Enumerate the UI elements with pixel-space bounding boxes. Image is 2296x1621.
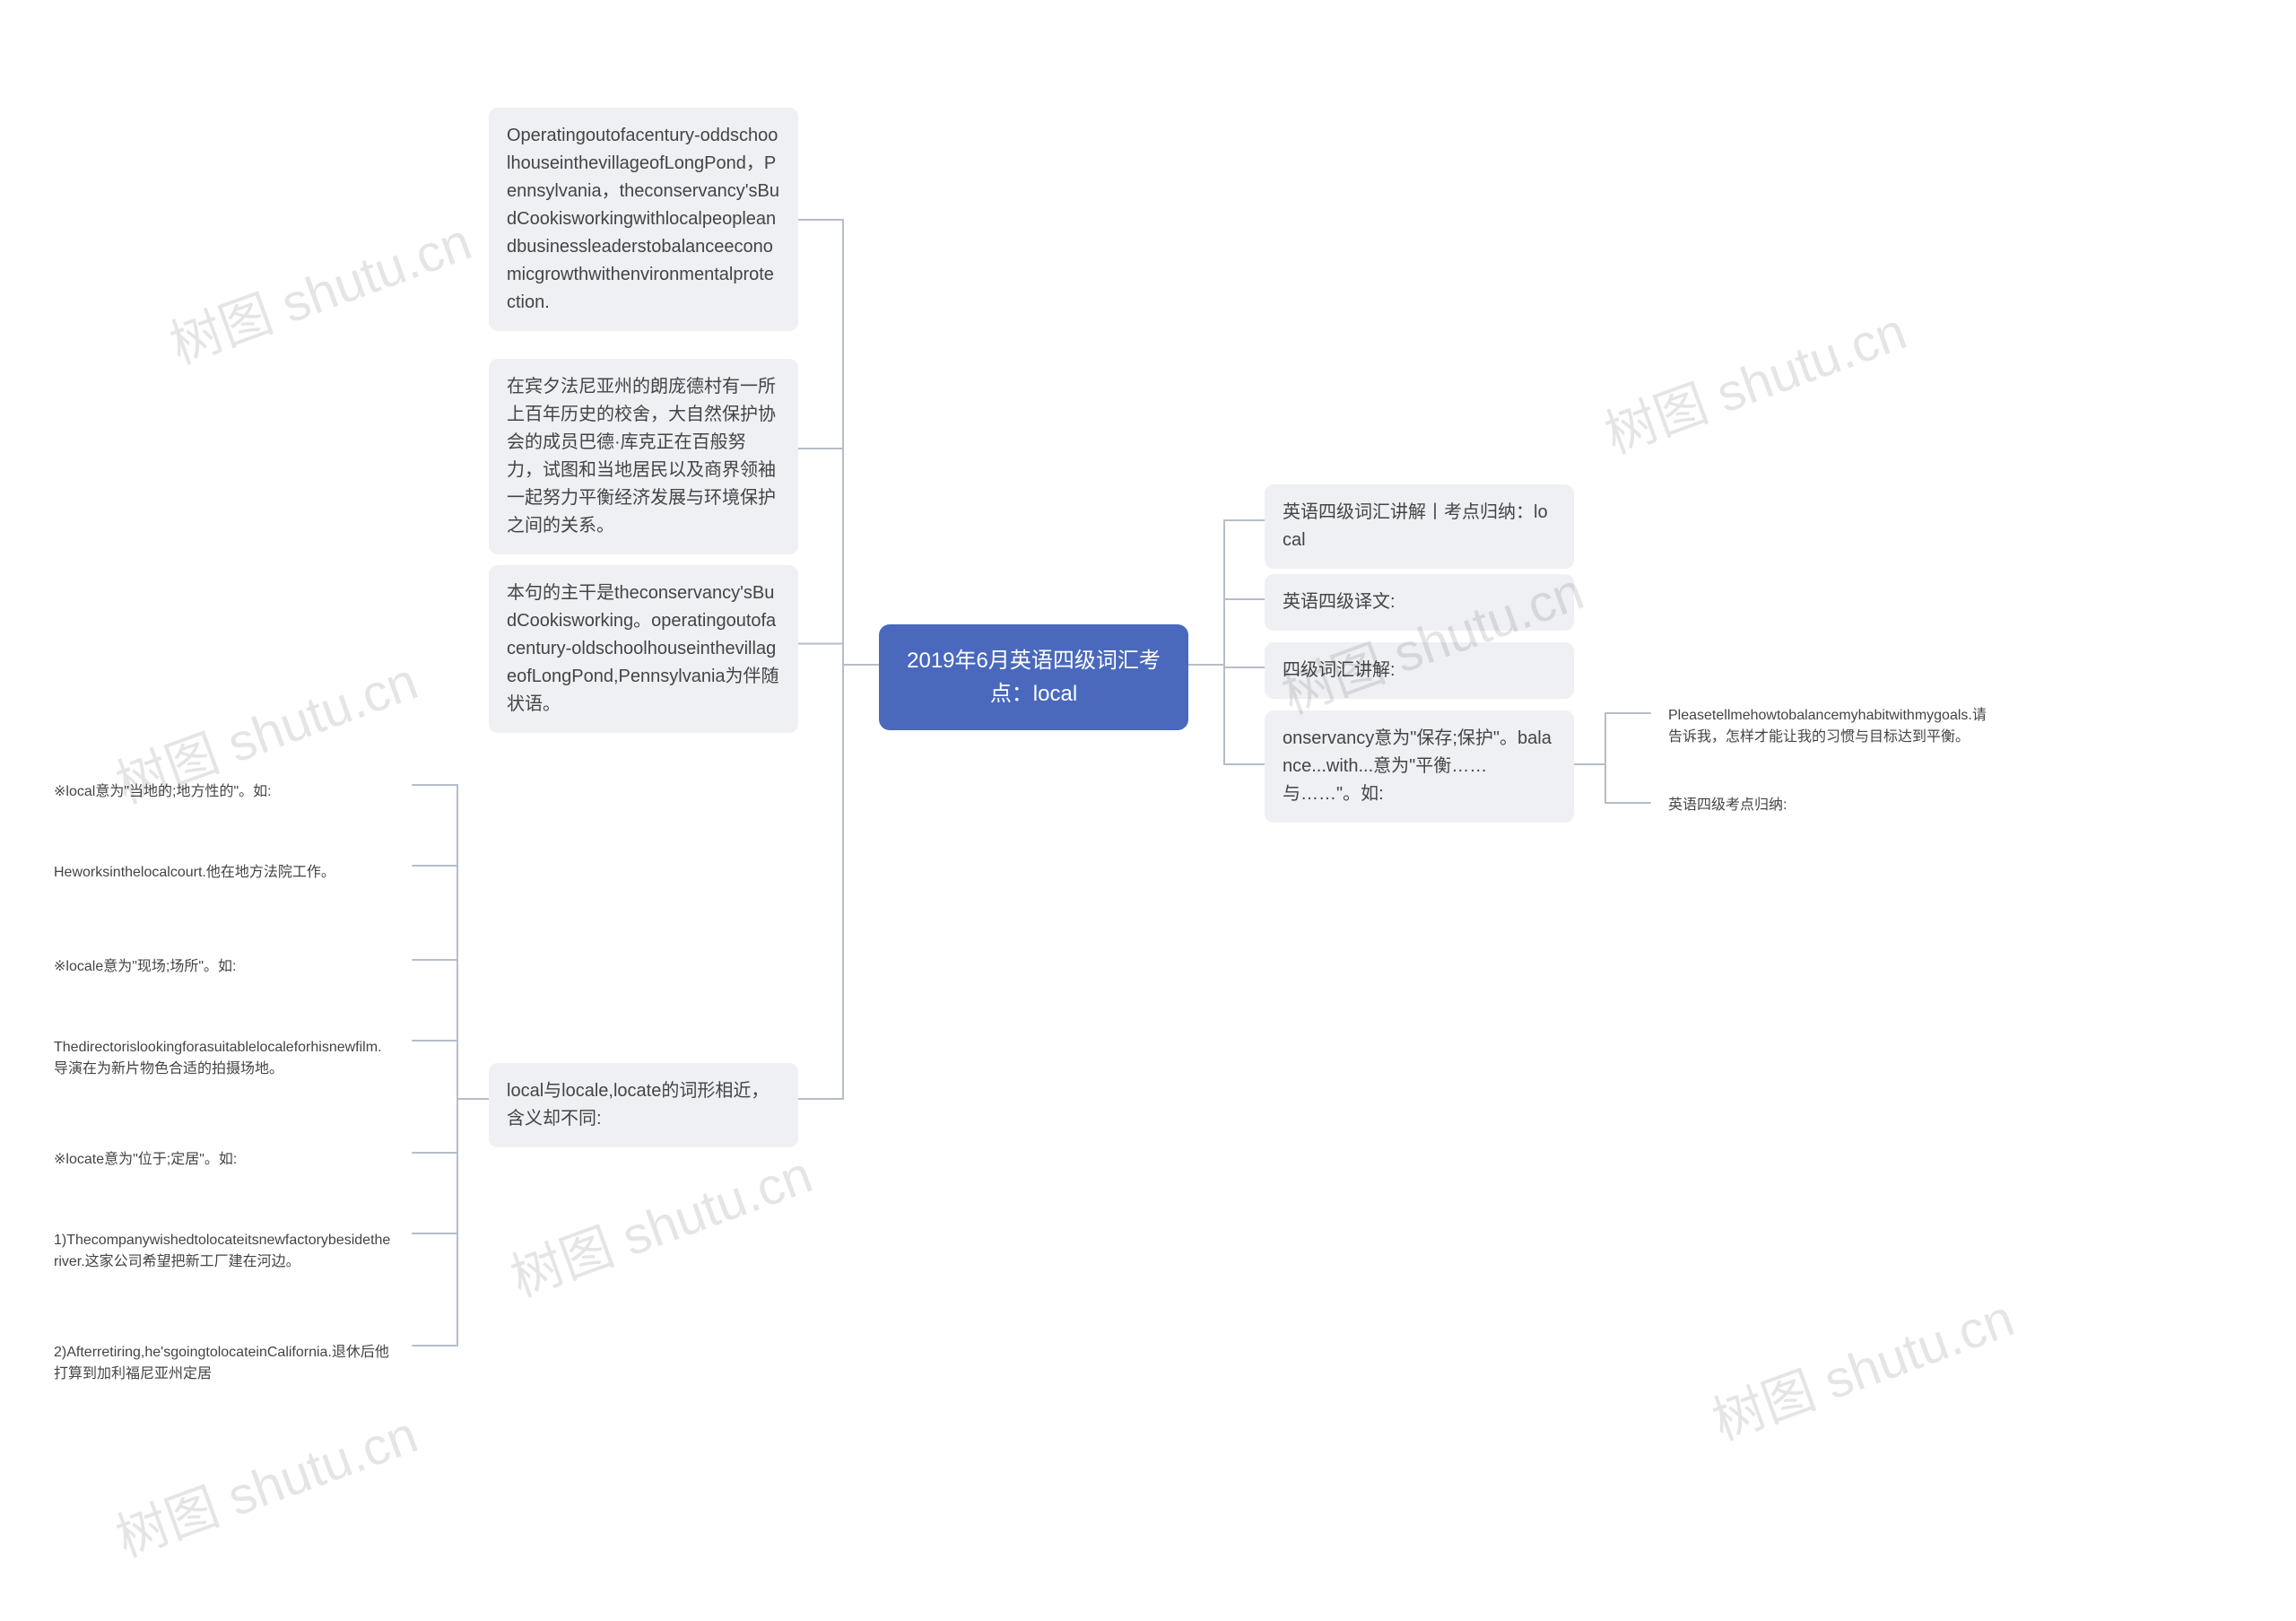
node-l4a: ※local意为"当地的;地方性的"。如: xyxy=(36,767,413,817)
node-r4b: 英语四级考点归纳: xyxy=(1650,780,2005,831)
node-l3: 本句的主干是theconservancy'sBudCookisworking。o… xyxy=(489,565,798,733)
node-l4c: ※locale意为"现场;场所"。如: xyxy=(36,942,413,992)
node-l4d: Thedirectorislookingforasuitablelocalefo… xyxy=(36,1023,413,1094)
node-l4: local与locale,locate的词形相近，含义却不同: xyxy=(489,1063,798,1147)
node-r3: 四级词汇讲解: xyxy=(1265,642,1574,699)
root-node: 2019年6月英语四级词汇考点：local xyxy=(879,624,1188,730)
node-r2: 英语四级译文: xyxy=(1265,574,1574,631)
node-r4a: Pleasetellmehowtobalancemyhabitwithmygoa… xyxy=(1650,691,2005,763)
node-l2: 在宾夕法尼亚州的朗庞德村有一所上百年历史的校舍，大自然保护协会的成员巴德·库克正… xyxy=(489,359,798,554)
node-l4g: 2)Afterretiring,he'sgoingtolocateinCalif… xyxy=(36,1328,413,1399)
node-r1: 英语四级词汇讲解丨考点归纳：local xyxy=(1265,484,1574,569)
node-l4b: Heworksinthelocalcourt.他在地方法院工作。 xyxy=(36,848,413,898)
node-l4e: ※locate意为"位于;定居"。如: xyxy=(36,1135,413,1185)
node-r4: onservancy意为"保存;保护"。balance...with...意为"… xyxy=(1265,710,1574,823)
node-l1: Operatingoutofacentury-oddschoolhouseint… xyxy=(489,108,798,331)
node-l4f: 1)Thecompanywishedtolocateitsnewfactoryb… xyxy=(36,1216,413,1287)
mindmap-canvas: 2019年6月英语四级词汇考点：local 英语四级词汇讲解丨考点归纳：loca… xyxy=(0,0,2296,1621)
